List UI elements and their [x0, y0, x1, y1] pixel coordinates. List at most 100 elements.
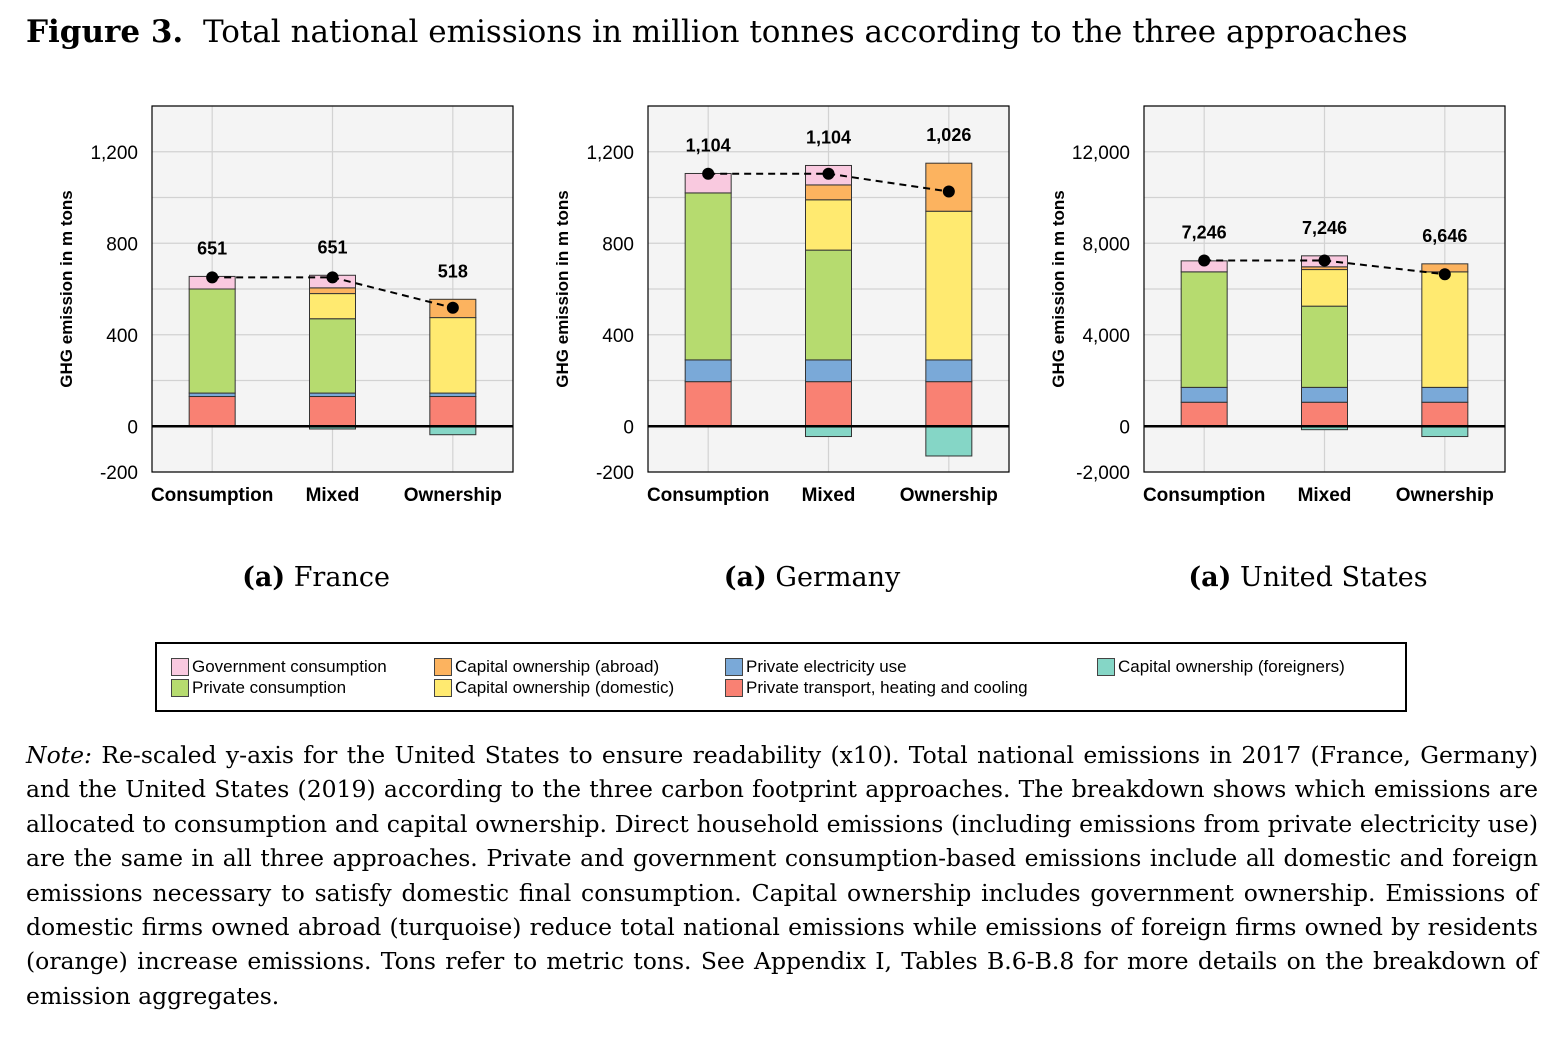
bar-segment-private-transport [188, 396, 236, 427]
legend-item-private-transport: Private transport, heating and cooling [725, 678, 1028, 698]
bar-segment-private-electricity [429, 392, 477, 398]
total-label: 1,104 [686, 135, 731, 155]
legend-item-private-consumption: Private consumption [171, 678, 346, 698]
legend-swatch [171, 658, 189, 676]
figure-label: Figure 3. [26, 14, 184, 50]
charts-area: 651 651 518 -200 0 400 800 1,200 Consumption Mixe… [57, 105, 1506, 506]
plot-frame [1143, 105, 1506, 473]
total-point [206, 271, 219, 284]
bar-segment-private-electricity [309, 392, 356, 398]
bar-segment-private-transport [1421, 401, 1469, 427]
total-label: 7,246 [1182, 222, 1227, 242]
bar-segment-private-transport [1301, 401, 1348, 427]
bar-segment-capital-domestic [1301, 269, 1348, 307]
bar-segment-private-transport [925, 381, 973, 427]
y-tick-label: 0 [623, 417, 634, 438]
legend-label: Government consumption [192, 657, 387, 676]
x-tick-label: Consumption [647, 485, 769, 506]
bar-segment-private-electricity [1301, 386, 1348, 403]
legend-label: Capital ownership (domestic) [455, 678, 675, 697]
figure-title-text: Total national emissions in million tonn… [202, 14, 1408, 50]
y-tick-label: 1,200 [586, 143, 634, 164]
bar-segment-private-electricity [188, 392, 236, 398]
x-tick-label: Ownership [900, 485, 998, 506]
bar-segment-private-electricity [1421, 386, 1469, 403]
x-tick-label: Mixed [306, 485, 360, 506]
plot-frame [647, 105, 1010, 473]
bar-segment-private-transport [684, 381, 732, 427]
total-label: 7,246 [1302, 218, 1347, 238]
legend-swatch [725, 679, 743, 697]
bar-segment-capital-domestic [925, 210, 973, 361]
chart-panel-1: 1,104 1,104 1,026 -200 0 400 800 1,200 Consumpti… [553, 105, 1010, 506]
caption-germany: (a) Germany [612, 562, 1012, 593]
total-label: 651 [197, 238, 227, 258]
chart-panel-0: 651 651 518 -200 0 400 800 1,200 Consumption Mixe… [57, 105, 514, 506]
total-label: 1,104 [806, 127, 851, 147]
bar-segment-capital-domestic [805, 199, 852, 251]
caption-letter: (a) [723, 562, 767, 593]
x-tick-label: Ownership [404, 485, 502, 506]
y-tick-label: 8,000 [1082, 234, 1130, 255]
bar-segment-capital-domestic [309, 293, 356, 320]
legend-swatch [434, 679, 452, 697]
total-label: 6,646 [1422, 226, 1467, 246]
total-point [1438, 268, 1451, 281]
caption-france: (a) France [116, 562, 516, 593]
y-tick-label: 400 [106, 326, 138, 347]
x-tick-label: Consumption [1143, 485, 1265, 506]
y-tick-label: 0 [1119, 417, 1130, 438]
bar-segment-capital-abroad [805, 184, 852, 201]
x-tick-label: Ownership [1396, 485, 1494, 506]
legend-swatch [1097, 658, 1115, 676]
chart-panel-2: 7,246 7,246 6,646 -2,000 0 4,000 8,000 12,000 Co… [1049, 105, 1506, 506]
bar-segment-private-transport [1180, 401, 1228, 427]
bar-segment-private-consumption [805, 249, 852, 361]
legend-label: Private electricity use [746, 657, 907, 676]
y-axis-label: GHG emission in m tons [1049, 190, 1068, 387]
y-tick-label: -200 [100, 463, 138, 484]
bar-segment-private-electricity [1180, 386, 1228, 403]
legend-label: Capital ownership (abroad) [455, 657, 660, 676]
y-tick-label: 800 [602, 234, 634, 255]
bar-segment-private-electricity [925, 359, 973, 383]
bar-segment-private-consumption [1180, 271, 1228, 388]
y-tick-label: 12,000 [1072, 143, 1130, 164]
legend-label: Private consumption [192, 678, 347, 697]
bar-segment-private-consumption [188, 288, 236, 394]
bar-segment-capital-domestic [1421, 271, 1469, 388]
bar-segment-private-consumption [1301, 305, 1348, 388]
bar-segment-capital-foreigners [1421, 425, 1469, 438]
bar-segment-private-electricity [805, 359, 852, 383]
bar-segment-capital-foreigners [925, 425, 973, 457]
bar-segment-capital-foreigners [805, 425, 852, 438]
bar-segment-private-electricity [684, 359, 732, 383]
total-label: 518 [438, 261, 468, 281]
x-tick-label: Mixed [802, 485, 856, 506]
caption-country: France [293, 562, 390, 593]
legend-item-capital-abroad: Capital ownership (abroad) [434, 657, 659, 677]
y-tick-label: 800 [106, 234, 138, 255]
bar-segment-private-transport [805, 381, 852, 427]
legend-label: Private transport, heating and cooling [746, 678, 1028, 697]
legend-label: Capital ownership (foreigners) [1118, 657, 1345, 676]
note: Note: Re-scaled y-axis for the United St… [26, 738, 1538, 1013]
figure-title: Figure 3. Total national emissions in mi… [26, 14, 1408, 50]
bar-segment-capital-foreigners [429, 425, 477, 436]
bar-segment-capital-abroad [309, 287, 356, 295]
bar-segment-private-transport [429, 396, 477, 427]
legend-item-capital-domestic: Capital ownership (domestic) [434, 678, 674, 698]
legend: Government consumption Private consumptio… [155, 642, 1407, 712]
x-tick-label: Consumption [151, 485, 273, 506]
y-tick-label: -2,000 [1076, 463, 1130, 484]
total-point [1198, 254, 1211, 267]
note-label: Note: [26, 741, 92, 769]
x-tick-label: Mixed [1298, 485, 1352, 506]
legend-item-private-electricity: Private electricity use [725, 657, 907, 677]
caption-country: United States [1240, 562, 1428, 593]
y-tick-label: 400 [602, 326, 634, 347]
total-point [326, 271, 339, 284]
bar-segment-private-transport [309, 396, 356, 427]
legend-item-capital-foreigners: Capital ownership (foreigners) [1097, 657, 1345, 677]
y-axis-label: GHG emission in m tons [553, 190, 572, 387]
